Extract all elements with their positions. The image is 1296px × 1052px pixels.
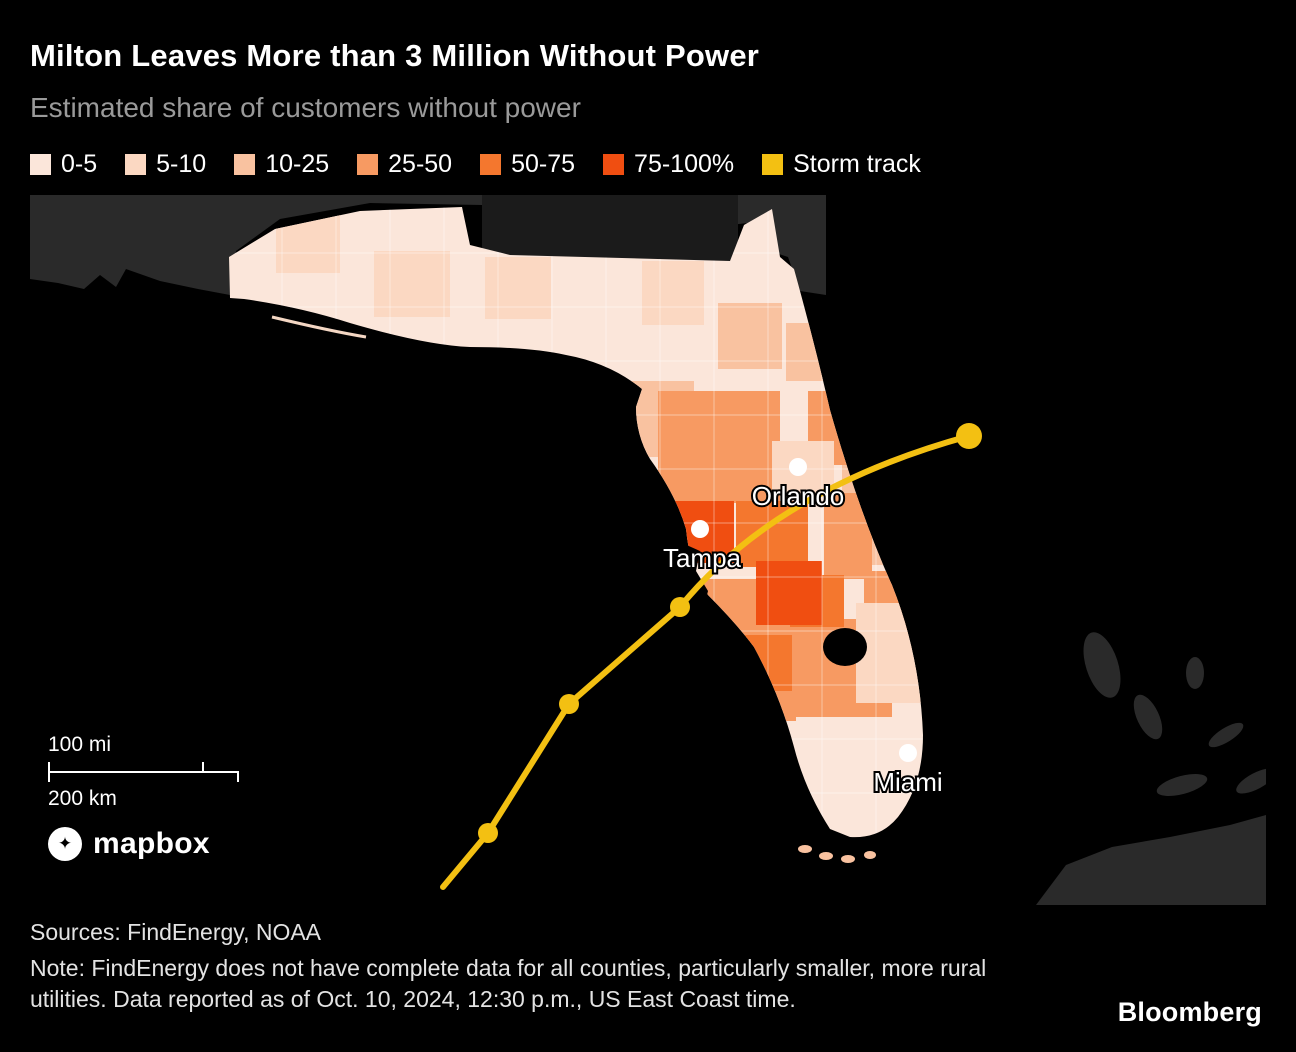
city-marker-orlando bbox=[789, 458, 807, 476]
city-markers bbox=[691, 458, 917, 762]
legend-swatch bbox=[125, 154, 147, 175]
legend-item-75-100: 75-100% bbox=[603, 150, 734, 179]
legend-label: 50-75 bbox=[511, 150, 576, 178]
legend-swatch bbox=[603, 154, 625, 175]
storm-track-point bbox=[670, 597, 690, 617]
barrier-islands bbox=[271, 315, 367, 339]
legend-swatch bbox=[234, 154, 256, 175]
legend-item-5-10: 5-10 bbox=[125, 150, 206, 179]
legend-swatch bbox=[357, 154, 379, 175]
legend-label: 25-50 bbox=[388, 150, 453, 178]
city-labels: Orlando Tampa Miami bbox=[661, 479, 945, 799]
subtitle: Estimated share of customers without pow… bbox=[30, 92, 581, 123]
scale-kilometers-bar bbox=[48, 771, 239, 782]
legend-item-storm-track: Storm track bbox=[762, 150, 921, 179]
legend-label: Storm track bbox=[793, 150, 921, 178]
mapbox-wordmark: mapbox bbox=[93, 827, 210, 860]
legend-item-0-5: 0-5 bbox=[30, 150, 97, 179]
footer: Sources: FindEnergy, NOAA Note: FindEner… bbox=[0, 905, 1296, 1014]
bahamas-cuba-land bbox=[1036, 632, 1266, 905]
legend-item-25-50: 25-50 bbox=[357, 150, 452, 179]
florida-keys bbox=[798, 845, 876, 863]
bloomberg-logo: Bloomberg bbox=[1117, 997, 1262, 1027]
storm-track-point bbox=[559, 694, 579, 714]
legend-label: 5-10 bbox=[156, 150, 207, 178]
mapbox-attribution: ✦ mapbox bbox=[48, 827, 210, 861]
legend-swatch bbox=[762, 154, 784, 175]
scale-miles-bar bbox=[48, 762, 204, 771]
legend-swatch bbox=[30, 154, 51, 175]
city-marker-miami bbox=[899, 744, 917, 762]
storm-track-points bbox=[478, 423, 982, 843]
scale-kilometers-label: 200 km bbox=[48, 787, 117, 810]
city-label-miami: Miami bbox=[873, 767, 942, 797]
florida-power-outage-map: Orlando Tampa Miami 100 mi 200 km ✦ mapb… bbox=[30, 195, 1266, 905]
legend-label: 75-100% bbox=[634, 150, 735, 178]
legend-label: 10-25 bbox=[265, 150, 330, 178]
header: Milton Leaves More than 3 Million Withou… bbox=[0, 0, 1296, 124]
city-label-tampa: Tampa bbox=[663, 543, 742, 573]
mapbox-icon: ✦ bbox=[48, 827, 82, 861]
legend-item-10-25: 10-25 bbox=[234, 150, 329, 179]
map-svg: Orlando Tampa Miami bbox=[30, 195, 1266, 905]
legend: 0-5 5-10 10-25 25-50 50-75 75-100% Storm… bbox=[0, 150, 1296, 179]
map-scalebar: 100 mi 200 km bbox=[48, 733, 239, 811]
note-text: Note: FindEnergy does not have complete … bbox=[30, 955, 987, 1012]
legend-swatch bbox=[480, 154, 502, 175]
city-label-orlando: Orlando bbox=[752, 481, 845, 511]
page-title: Milton Leaves More than 3 Million Withou… bbox=[30, 38, 760, 73]
city-marker-tampa bbox=[691, 520, 709, 538]
sources-line: Sources: FindEnergy, NOAA bbox=[30, 919, 322, 945]
legend-item-50-75: 50-75 bbox=[480, 150, 575, 179]
storm-track-point bbox=[478, 823, 498, 843]
legend-label: 0-5 bbox=[61, 150, 98, 178]
scale-miles-label: 100 mi bbox=[48, 733, 112, 756]
storm-track-point bbox=[956, 423, 982, 449]
